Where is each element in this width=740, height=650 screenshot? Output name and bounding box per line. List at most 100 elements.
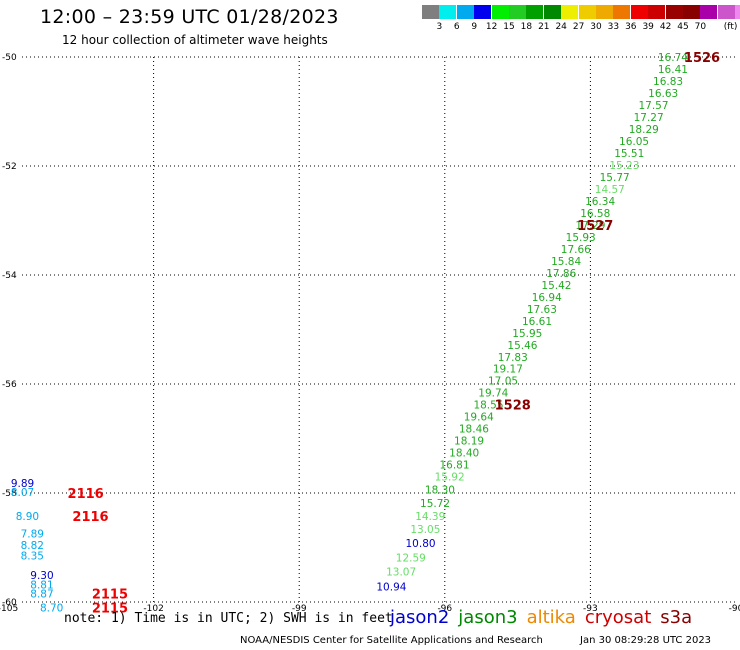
wave-height-value: 15.93 bbox=[566, 232, 596, 244]
timestamp-text: Jan 30 08:29:28 UTC 2023 bbox=[580, 635, 712, 646]
x-tick-label: -93 bbox=[583, 604, 598, 614]
wave-height-value: 17.29 bbox=[575, 220, 605, 232]
wave-height-value: 9.89 bbox=[11, 478, 34, 490]
wave-height-value: 17.83 bbox=[498, 352, 528, 364]
color-swatch bbox=[700, 5, 718, 19]
pass-time-label: 1527 bbox=[577, 219, 613, 234]
color-scale-label: 27 bbox=[572, 22, 585, 32]
y-tick-label: -56 bbox=[2, 380, 17, 390]
wave-height-value: 17.57 bbox=[638, 100, 668, 112]
wave-height-value: 13.07 bbox=[386, 566, 416, 578]
mission-label: jason3 bbox=[458, 607, 518, 628]
color-swatch bbox=[613, 5, 631, 19]
wave-height-value: 15.84 bbox=[551, 256, 581, 268]
x-tick-label: -99 bbox=[292, 604, 307, 614]
color-swatch bbox=[491, 5, 509, 19]
color-swatch bbox=[665, 5, 683, 19]
y-tick-label: -58 bbox=[2, 489, 17, 499]
wave-height-value: 10.94 bbox=[376, 582, 406, 594]
wave-height-value: 8.82 bbox=[21, 540, 44, 552]
wave-height-value: 15.77 bbox=[600, 172, 630, 184]
pass-time-label: 1528 bbox=[495, 399, 531, 414]
chart-title: 12:00 – 23:59 UTC 01/28/2023 bbox=[40, 6, 339, 28]
wave-height-value: 19.74 bbox=[478, 388, 508, 400]
color-swatch bbox=[630, 5, 648, 19]
wave-height-value: 16.63 bbox=[648, 88, 678, 100]
y-tick-label: -54 bbox=[2, 271, 17, 281]
x-tick-label: -90 bbox=[729, 604, 740, 614]
x-tick-label: -102 bbox=[143, 604, 163, 614]
wave-height-value: 15.95 bbox=[512, 328, 542, 340]
wave-height-value: 16.34 bbox=[585, 196, 615, 208]
wave-height-value: 15.23 bbox=[609, 160, 639, 172]
pass-time-label: 1526 bbox=[684, 51, 720, 66]
wave-height-value: 16.94 bbox=[532, 292, 562, 304]
mission-label: s3a bbox=[660, 607, 693, 628]
color-scale-label: 70 bbox=[694, 22, 707, 32]
color-scale-label: 15 bbox=[503, 22, 515, 32]
color-scale-label: 3 bbox=[436, 22, 443, 32]
wave-height-value: 18.19 bbox=[454, 436, 484, 448]
color-swatch bbox=[526, 5, 544, 19]
wave-height-value: 8.87 bbox=[30, 588, 53, 600]
wave-height-value: 17.63 bbox=[527, 304, 557, 316]
wave-height-value: 8.35 bbox=[21, 551, 44, 563]
y-tick-label: -50 bbox=[2, 53, 17, 63]
color-swatch bbox=[561, 5, 579, 19]
color-swatch bbox=[543, 5, 561, 19]
color-scale-unit: (ft) bbox=[723, 22, 738, 32]
wave-height-value: 8.70 bbox=[40, 602, 63, 614]
color-scale-label: 36 bbox=[625, 22, 637, 32]
wave-height-value: 14.57 bbox=[595, 184, 625, 196]
wave-height-value: 8.90 bbox=[16, 511, 39, 523]
color-swatch bbox=[439, 5, 457, 19]
wave-height-value: 15.46 bbox=[507, 340, 537, 352]
wave-height-value: 16.61 bbox=[522, 316, 552, 328]
color-scale-label: 12 bbox=[485, 22, 498, 32]
color-scale-label: 6 bbox=[453, 22, 460, 32]
wave-height-value: 15.72 bbox=[420, 498, 450, 510]
wave-height-value: 17.66 bbox=[561, 244, 591, 256]
wave-height-value: 18.40 bbox=[449, 448, 479, 460]
color-scale-label: 33 bbox=[607, 22, 620, 32]
wave-height-value: 7.89 bbox=[21, 528, 44, 540]
wave-height-value: 17.27 bbox=[634, 112, 664, 124]
color-scale-label: 39 bbox=[642, 22, 654, 32]
wave-height-value: 16.81 bbox=[439, 460, 469, 472]
wave-height-value: 8.07 bbox=[11, 487, 34, 499]
color-swatch bbox=[735, 5, 740, 19]
color-swatch bbox=[422, 5, 439, 19]
y-tick-label: -60 bbox=[2, 598, 17, 608]
wave-height-value: 17.05 bbox=[488, 376, 518, 388]
color-swatch bbox=[648, 5, 666, 19]
grid bbox=[22, 56, 736, 603]
wave-height-value: 19.64 bbox=[464, 412, 494, 424]
color-scale-label: 30 bbox=[590, 22, 602, 32]
wave-height-value: 12.59 bbox=[396, 552, 426, 564]
wave-height-value: 16.83 bbox=[653, 76, 683, 88]
chart-subtitle: 12 hour collection of altimeter wave hei… bbox=[62, 33, 328, 47]
wave-height-value: 16.74 bbox=[658, 52, 688, 64]
color-scale-label: 18 bbox=[520, 22, 533, 32]
wave-height-value: 18.30 bbox=[425, 485, 455, 497]
mission-legend: jason2 jason3 altika cryosat s3a bbox=[390, 607, 701, 628]
color-swatch bbox=[578, 5, 596, 19]
color-scale-label: 45 bbox=[677, 22, 689, 32]
color-swatch bbox=[596, 5, 613, 19]
pass-time-label: 2115 bbox=[92, 601, 128, 616]
y-tick-label: -52 bbox=[2, 162, 17, 172]
wave-height-value: 10.80 bbox=[406, 538, 436, 550]
wave-height-value: 13.05 bbox=[410, 524, 440, 536]
pass-time-label: 2116 bbox=[68, 487, 104, 502]
credit-text: NOAA/NESDIS Center for Satellite Applica… bbox=[240, 635, 543, 646]
color-swatch bbox=[456, 5, 474, 19]
wave-height-value: 18.29 bbox=[629, 124, 659, 136]
wave-height-value: 16.41 bbox=[658, 64, 688, 76]
wave-height-value: 16.05 bbox=[619, 136, 649, 148]
axis-ticks: -105 -102 -99 -96 -93 -90 -50 -52 -54 -56 -58 -60 bbox=[0, 53, 740, 614]
mission-label: jason2 bbox=[390, 607, 450, 628]
wave-height-value: 17.86 bbox=[546, 268, 576, 280]
wave-height-value: 15.92 bbox=[435, 472, 465, 484]
wave-height-value: 19.17 bbox=[493, 364, 523, 376]
